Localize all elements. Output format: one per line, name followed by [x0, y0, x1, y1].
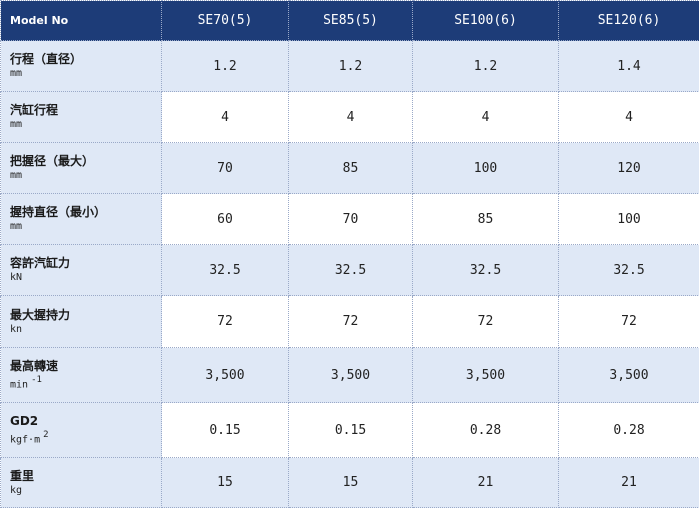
table-cell: 4 — [559, 92, 699, 143]
table-cell: 70 — [289, 194, 413, 245]
table-cell: 72 — [559, 296, 699, 348]
column-header: SE70(5) — [162, 1, 289, 41]
row-unit-exponent: -1 — [31, 375, 42, 385]
row-unit: mm — [10, 118, 161, 132]
table-cell: 0.28 — [413, 403, 559, 458]
table-cell: 72 — [289, 296, 413, 348]
table-cell: 4 — [413, 92, 559, 143]
table-row: 最大握持力 kn 72 72 72 72 — [1, 296, 699, 348]
table-cell: 3,500 — [289, 348, 413, 403]
row-name: 汽缸行程 — [10, 102, 161, 118]
table-cell: 32.5 — [559, 245, 699, 296]
table-cell: 15 — [162, 458, 289, 508]
table-cell: 4 — [289, 92, 413, 143]
table-cell: 32.5 — [413, 245, 559, 296]
table-cell: 120 — [559, 143, 699, 194]
model-no-header: Model No — [1, 1, 162, 41]
table-cell: 100 — [559, 194, 699, 245]
row-label: 容許汽缸力 kN — [1, 245, 162, 296]
table-cell: 32.5 — [162, 245, 289, 296]
table-cell: 3,500 — [413, 348, 559, 403]
row-name: 最高轉速 — [10, 358, 161, 374]
row-name: 把握径（最大） — [10, 153, 161, 169]
row-unit: kn — [10, 323, 161, 337]
row-label: 最高轉速 min-1 — [1, 348, 162, 403]
row-label: 把握径（最大） mm — [1, 143, 162, 194]
table-cell: 0.15 — [289, 403, 413, 458]
table-row: 握持直径（最小） mm 60 70 85 100 — [1, 194, 699, 245]
table-cell: 70 — [162, 143, 289, 194]
row-unit: mm — [10, 67, 161, 81]
row-label: 最大握持力 kn — [1, 296, 162, 348]
table-cell: 1.4 — [559, 41, 699, 92]
row-unit: kN — [10, 271, 161, 285]
table-cell: 72 — [162, 296, 289, 348]
table-cell: 72 — [413, 296, 559, 348]
table-row: 重里 kg 15 15 21 21 — [1, 458, 699, 508]
table-cell: 15 — [289, 458, 413, 508]
header-row: Model No SE70(5) SE85(5) SE100(6) SE120(… — [1, 1, 699, 41]
table-cell: 1.2 — [162, 41, 289, 92]
row-name: 行程（直径） — [10, 51, 161, 67]
row-label: 握持直径（最小） mm — [1, 194, 162, 245]
table-cell: 60 — [162, 194, 289, 245]
table-cell: 32.5 — [289, 245, 413, 296]
table-row: 汽缸行程 mm 4 4 4 4 — [1, 92, 699, 143]
table-cell: 100 — [413, 143, 559, 194]
row-label: 重里 kg — [1, 458, 162, 508]
table-cell: 1.2 — [413, 41, 559, 92]
row-unit-text: min — [10, 379, 28, 390]
row-unit-exponent: 2 — [43, 430, 48, 440]
table-cell: 21 — [413, 458, 559, 508]
row-label: 汽缸行程 mm — [1, 92, 162, 143]
row-unit: kg — [10, 484, 161, 498]
row-label: 行程（直径） mm — [1, 41, 162, 92]
row-unit-text: kgf·m — [10, 434, 40, 445]
table-row: 最高轉速 min-1 3,500 3,500 3,500 3,500 — [1, 348, 699, 403]
column-header: SE85(5) — [289, 1, 413, 41]
row-unit: mm — [10, 169, 161, 183]
table-cell: 21 — [559, 458, 699, 508]
table-cell: 3,500 — [559, 348, 699, 403]
table-row: 把握径（最大） mm 70 85 100 120 — [1, 143, 699, 194]
row-unit: mm — [10, 220, 161, 234]
table-cell: 3,500 — [162, 348, 289, 403]
table-cell: 85 — [413, 194, 559, 245]
table-cell: 0.15 — [162, 403, 289, 458]
row-unit: min-1 — [10, 374, 161, 392]
table-cell: 85 — [289, 143, 413, 194]
row-name: GD2 — [10, 413, 161, 429]
row-name: 最大握持力 — [10, 307, 161, 323]
table-cell: 4 — [162, 92, 289, 143]
column-header: SE120(6) — [559, 1, 699, 41]
row-name: 握持直径（最小） — [10, 204, 161, 220]
column-header: SE100(6) — [413, 1, 559, 41]
table-row: 容許汽缸力 kN 32.5 32.5 32.5 32.5 — [1, 245, 699, 296]
table-row: 行程（直径） mm 1.2 1.2 1.2 1.4 — [1, 41, 699, 92]
row-name: 重里 — [10, 468, 161, 484]
table-cell: 0.28 — [559, 403, 699, 458]
table-cell: 1.2 — [289, 41, 413, 92]
row-name: 容許汽缸力 — [10, 255, 161, 271]
